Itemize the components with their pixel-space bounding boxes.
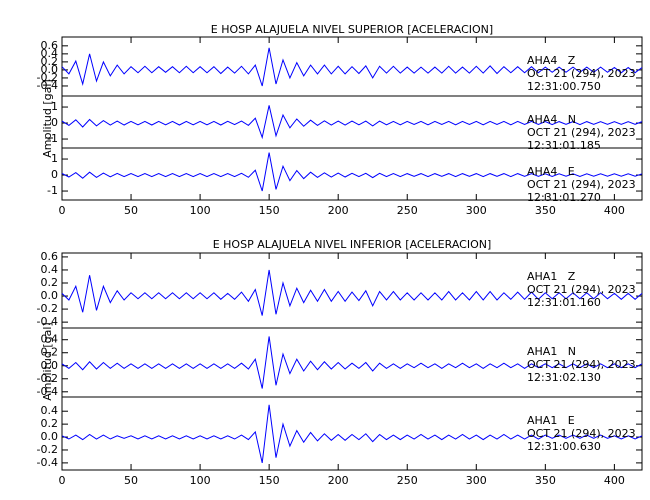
station-label: AHA1 N: [527, 345, 576, 358]
y-tick-label: -1: [47, 132, 58, 145]
x-tick-label: 100: [190, 474, 211, 487]
x-tick-label: 250: [397, 474, 418, 487]
y-tick-label: -0.4: [37, 315, 58, 328]
time-label: 12:31:02.130: [527, 371, 601, 384]
x-tick-label: 300: [466, 474, 487, 487]
date-label: OCT 21 (294), 2023: [527, 427, 636, 440]
time-label: 12:31:01.185: [527, 139, 601, 152]
station-label: AHA1 E: [527, 414, 575, 427]
station-label: AHA4 Z: [527, 54, 576, 67]
x-tick-label: 150: [259, 204, 280, 217]
y-tick-label: 0.2: [41, 346, 59, 359]
trace-frame: [61, 396, 643, 471]
y-tick-label: 1: [51, 152, 58, 165]
station-label: AHA1 Z: [527, 270, 576, 283]
x-tick-label: 300: [466, 204, 487, 217]
waveform: [61, 404, 643, 464]
y-tick-label: 0: [51, 168, 58, 181]
chart-title: E HOSP ALAJUELA NIVEL INFERIOR [ACELERAC…: [213, 238, 492, 251]
x-tick-label: 100: [190, 204, 211, 217]
time-label: 12:31:00.750: [527, 80, 601, 93]
x-tick-label: 350: [535, 474, 556, 487]
waveform: [61, 336, 643, 389]
time-label: 12:31:01.160: [527, 296, 601, 309]
y-tick-label: 0: [51, 116, 58, 129]
x-tick-label: 50: [124, 204, 138, 217]
y-tick-label: 0.2: [41, 276, 59, 289]
y-tick-label: 0.0: [41, 289, 59, 302]
x-tick-label: 400: [604, 474, 625, 487]
y-tick-label: -0.4: [37, 456, 58, 469]
y-tick-label: 0.2: [41, 55, 59, 68]
x-tick-label: 200: [328, 204, 349, 217]
waveform: [61, 105, 643, 140]
x-tick-label: 350: [535, 204, 556, 217]
y-tick-label: 0.0: [41, 430, 59, 443]
date-label: OCT 21 (294), 2023: [527, 126, 636, 139]
date-label: OCT 21 (294), 2023: [527, 67, 636, 80]
x-tick-label: 0: [59, 474, 66, 487]
y-tick-label: -0.4: [37, 385, 58, 398]
y-tick-label: 0.0: [41, 63, 59, 76]
x-tick-label: 150: [259, 474, 280, 487]
y-tick-label: 1: [51, 100, 58, 113]
chart-title: E HOSP ALAJUELA NIVEL SUPERIOR [ACELERAC…: [211, 23, 493, 36]
y-tick-label: 0.4: [41, 47, 59, 60]
y-tick-label: 0.0: [41, 359, 59, 372]
waveform: [61, 269, 643, 316]
y-axis-label: Amplitud [gal]: [41, 322, 54, 400]
y-tick-label: 0.4: [41, 404, 59, 417]
y-tick-label: 0.6: [41, 39, 59, 52]
date-label: OCT 21 (294), 2023: [527, 178, 636, 191]
y-tick-label: 0.4: [41, 263, 59, 276]
waveform: [61, 47, 643, 87]
x-tick-label: 0: [59, 204, 66, 217]
station-label: AHA4 N: [527, 113, 576, 126]
y-tick-label: -0.4: [37, 79, 58, 92]
x-tick-label: 400: [604, 204, 625, 217]
date-label: OCT 21 (294), 2023: [527, 358, 636, 371]
y-tick-label: -0.2: [37, 71, 58, 84]
x-tick-label: 50: [124, 474, 138, 487]
x-tick-label: 200: [328, 474, 349, 487]
time-label: 12:31:01.270: [527, 191, 601, 204]
waveform: [61, 152, 643, 192]
y-tick-label: -0.2: [37, 372, 58, 385]
y-tick-label: -0.2: [37, 443, 58, 456]
y-axis-label: Amplitud [gal]: [41, 79, 54, 157]
y-tick-label: 0.4: [41, 333, 59, 346]
station-label: AHA4 E: [527, 165, 575, 178]
y-tick-label: -0.2: [37, 302, 58, 315]
y-tick-label: -1: [47, 184, 58, 197]
date-label: OCT 21 (294), 2023: [527, 283, 636, 296]
x-tick-label: 250: [397, 204, 418, 217]
y-tick-label: 0.2: [41, 417, 59, 430]
time-label: 12:31:00.630: [527, 440, 601, 453]
y-tick-label: 0.6: [41, 250, 59, 263]
